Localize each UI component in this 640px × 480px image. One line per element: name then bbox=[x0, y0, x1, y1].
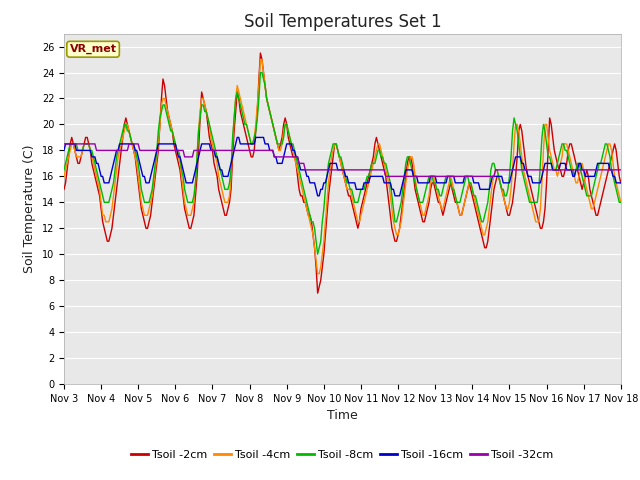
X-axis label: Time: Time bbox=[327, 409, 358, 422]
Title: Soil Temperatures Set 1: Soil Temperatures Set 1 bbox=[244, 12, 441, 31]
Text: VR_met: VR_met bbox=[70, 44, 116, 54]
Y-axis label: Soil Temperature (C): Soil Temperature (C) bbox=[23, 144, 36, 273]
Legend: Tsoil -2cm, Tsoil -4cm, Tsoil -8cm, Tsoil -16cm, Tsoil -32cm: Tsoil -2cm, Tsoil -4cm, Tsoil -8cm, Tsoi… bbox=[127, 445, 558, 465]
